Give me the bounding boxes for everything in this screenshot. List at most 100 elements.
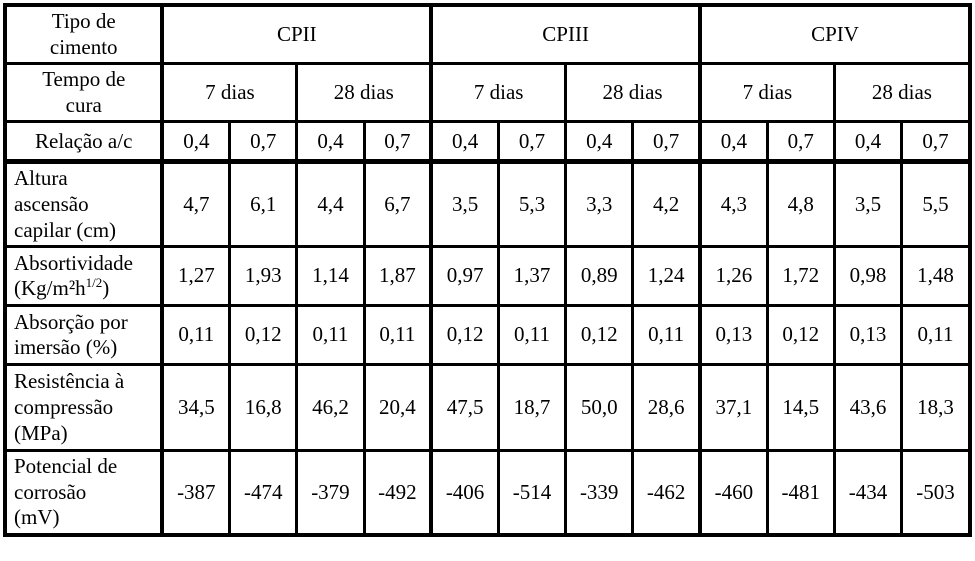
curing-period-header: 7 dias [160, 62, 299, 124]
table-row-compressive-strength: Resistência à compressão (MPa) 34,5 16,8… [3, 363, 972, 453]
curing-period-header: 28 dias [295, 62, 433, 124]
data-cell: 18,7 [497, 363, 568, 453]
row-label: Absortividade [14, 250, 133, 275]
table-row-absorptivity: Absortividade (Kg/m²h1/2) 1,27 1,93 1,14 … [3, 245, 972, 308]
data-cell: 0,11 [900, 304, 972, 367]
row-unit: (Kg/m²h1/2) [14, 276, 109, 300]
data-cell: -460 [698, 449, 769, 537]
data-cell: -492 [363, 449, 433, 537]
data-cell: 5,3 [497, 160, 568, 249]
data-cell: 34,5 [160, 363, 232, 453]
curing-period-header: 7 dias [429, 62, 568, 124]
table-row-immersion-absorption: Absorção por imersão (%) 0,11 0,12 0,11 … [3, 304, 972, 367]
header-cement-type: Tipo de cimento [3, 3, 165, 66]
data-cell: 3,5 [429, 160, 500, 249]
cement-type-header-cpii: CPII [160, 3, 433, 66]
data-cell: 1,37 [497, 245, 568, 308]
data-cell: 20,4 [363, 363, 433, 453]
data-cell: 0,12 [564, 304, 635, 367]
data-cell: 1,24 [631, 245, 702, 308]
curing-period-header: 28 dias [564, 62, 702, 124]
data-cell: -514 [497, 449, 568, 537]
row-header-capillary-rise: Altura ascensão capilar (cm) [3, 160, 165, 249]
wc-ratio-header: 0,4 [564, 120, 635, 165]
data-cell: -503 [900, 449, 972, 537]
data-cell: -462 [631, 449, 702, 537]
data-cell: 0,89 [564, 245, 635, 308]
data-cell: 47,5 [429, 363, 500, 453]
unit-superscript: 1/2 [85, 275, 103, 291]
data-cell: 0,11 [631, 304, 702, 367]
curing-period-header: 28 dias [832, 62, 972, 124]
wc-ratio-header: 0,4 [832, 120, 904, 165]
table-row-corrosion-potential: Potencial de corrosão (mV) -387 -474 -37… [3, 449, 972, 537]
row-header-corrosion-potential: Potencial de corrosão (mV) [3, 449, 165, 537]
data-cell: 1,14 [295, 245, 366, 308]
table-row-capillary-rise: Altura ascensão capilar (cm) 4,7 6,1 4,4… [3, 160, 972, 249]
data-cell: -387 [160, 449, 232, 537]
wc-ratio-header: 0,4 [160, 120, 232, 165]
unit-suffix: ) [102, 276, 110, 301]
data-cell: 6,1 [228, 160, 299, 249]
data-cell: 4,7 [160, 160, 232, 249]
row-header-absorptivity: Absortividade (Kg/m²h1/2) [3, 245, 165, 308]
wc-ratio-header: 0,7 [900, 120, 972, 165]
data-cell: 37,1 [698, 363, 769, 453]
wc-ratio-header: 0,4 [295, 120, 366, 165]
data-cell: -481 [766, 449, 836, 537]
wc-ratio-header: 0,7 [631, 120, 702, 165]
data-cell: -474 [228, 449, 299, 537]
data-cell: 0,13 [832, 304, 904, 367]
data-cell: 0,11 [363, 304, 433, 367]
data-cell: 0,98 [832, 245, 904, 308]
data-cell: 0,97 [429, 245, 500, 308]
wc-ratio-header: 0,4 [698, 120, 769, 165]
data-cell: 1,27 [160, 245, 232, 308]
data-cell: 0,12 [766, 304, 836, 367]
data-cell: 1,72 [766, 245, 836, 308]
data-cell: 50,0 [564, 363, 635, 453]
data-cell: 5,5 [900, 160, 972, 249]
curing-time-row: Tempo de cura 7 dias 28 dias 7 dias 28 d… [3, 62, 972, 124]
wc-ratio-header: 0,4 [429, 120, 500, 165]
data-cell: 28,6 [631, 363, 702, 453]
cement-type-header-cpiii: CPIII [429, 3, 702, 66]
data-cell: 14,5 [766, 363, 836, 453]
cement-type-row: Tipo de cimento CPII CPIII CPIV [3, 3, 972, 66]
data-cell: 1,93 [228, 245, 299, 308]
data-cell: 16,8 [228, 363, 299, 453]
data-cell: 3,5 [832, 160, 904, 249]
data-cell: 4,8 [766, 160, 836, 249]
data-cell: 4,2 [631, 160, 702, 249]
data-cell: 0,11 [160, 304, 232, 367]
data-cell: -379 [295, 449, 366, 537]
row-header-compressive-strength: Resistência à compressão (MPa) [3, 363, 165, 453]
data-cell: 4,4 [295, 160, 366, 249]
data-cell: 0,12 [228, 304, 299, 367]
wc-ratio-header: 0,7 [766, 120, 836, 165]
wc-ratio-header: 0,7 [363, 120, 433, 165]
data-cell: 46,2 [295, 363, 366, 453]
cement-properties-table: Tipo de cimento CPII CPIII CPIV Tempo de… [3, 3, 972, 538]
wc-ratio-header: 0,7 [228, 120, 299, 165]
data-cell: 0,11 [295, 304, 366, 367]
data-cell: -406 [429, 449, 500, 537]
data-cell: 1,87 [363, 245, 433, 308]
data-cell: 3,3 [564, 160, 635, 249]
data-cell: -434 [832, 449, 904, 537]
data-cell: 18,3 [900, 363, 972, 453]
row-header-immersion-absorption: Absorção por imersão (%) [3, 304, 165, 367]
wc-ratio-row: Relação a/c 0,4 0,7 0,4 0,7 0,4 0,7 0,4 … [3, 120, 972, 165]
data-cell: -339 [564, 449, 635, 537]
header-wc-ratio: Relação a/c [3, 120, 165, 165]
curing-period-header: 7 dias [698, 62, 836, 124]
data-cell: 1,48 [900, 245, 972, 308]
data-cell: 4,3 [698, 160, 769, 249]
data-cell: 0,11 [497, 304, 568, 367]
data-cell: 0,12 [429, 304, 500, 367]
data-cell: 0,13 [698, 304, 769, 367]
cement-type-header-cpiv: CPIV [698, 3, 972, 66]
data-cell: 6,7 [363, 160, 433, 249]
data-cell: 1,26 [698, 245, 769, 308]
unit-prefix: (Kg/m²h [14, 276, 86, 301]
